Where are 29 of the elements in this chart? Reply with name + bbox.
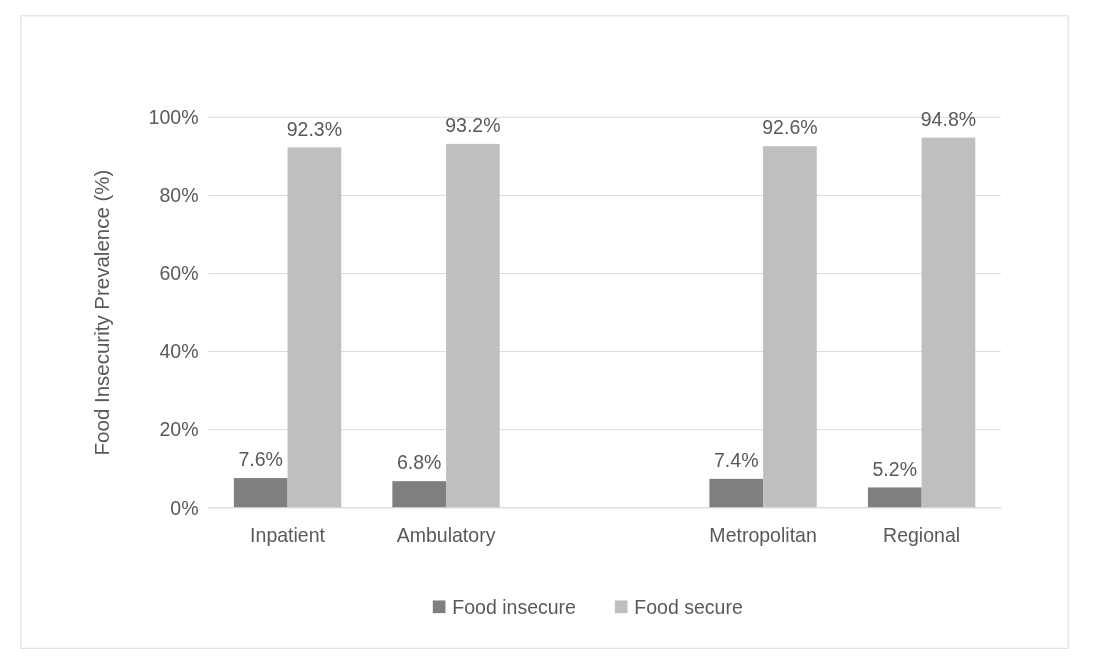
bar — [287, 147, 342, 508]
bar — [233, 478, 288, 508]
data-label: 7.4% — [714, 449, 759, 472]
bar — [709, 478, 764, 508]
y-tick-label: 100% — [148, 106, 199, 129]
bar — [921, 137, 976, 508]
y-tick-label: 20% — [159, 418, 199, 441]
x-tick-label: Regional — [883, 523, 961, 546]
data-label: 93.2% — [445, 114, 501, 137]
y-tick-label: 60% — [159, 262, 199, 285]
bar — [446, 143, 500, 508]
y-tick-label: 0% — [170, 496, 199, 519]
y-tick-label: 80% — [159, 184, 199, 207]
y-axis-title: Food Insecurity Prevalence (%) — [89, 169, 113, 456]
data-label: 6.8% — [396, 451, 442, 474]
legend-label: Food secure — [634, 596, 743, 619]
bar — [763, 146, 817, 508]
data-label: 92.3% — [286, 117, 343, 140]
data-label: 5.2% — [872, 457, 917, 480]
data-label: 94.8% — [920, 107, 977, 130]
legend-label: Food insecure — [452, 596, 576, 619]
y-tick-label: 40% — [159, 340, 199, 363]
data-label: 92.6% — [762, 116, 818, 139]
x-tick-label: Inpatient — [250, 523, 326, 546]
x-tick-label: Metropolitan — [709, 523, 817, 546]
x-tick-label: Ambulatory — [396, 523, 496, 546]
bar — [867, 487, 922, 508]
data-label: 7.6% — [238, 448, 283, 471]
bar — [392, 481, 447, 508]
